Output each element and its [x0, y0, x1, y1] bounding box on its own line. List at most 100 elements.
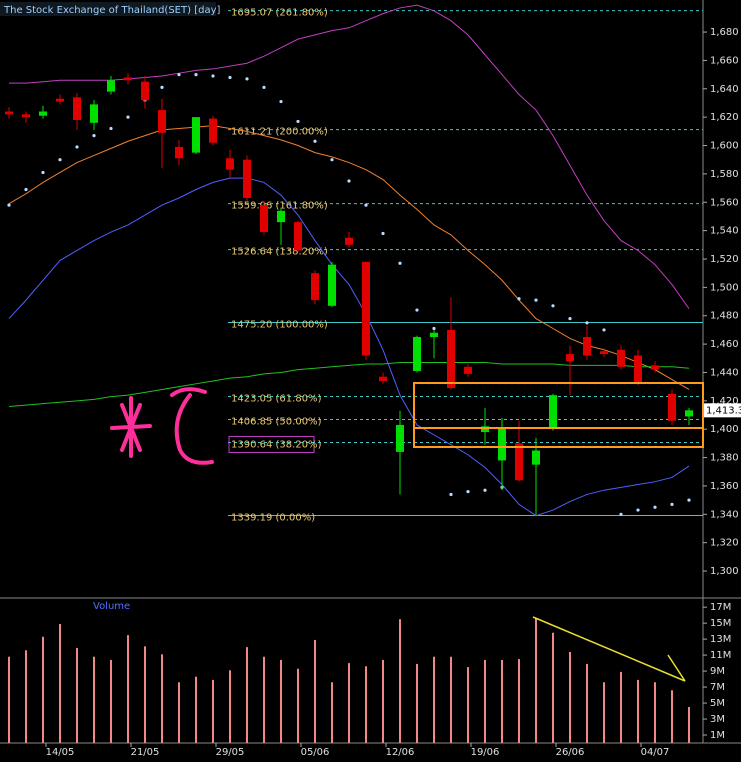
sar-dot	[75, 145, 79, 149]
volume-bar	[518, 659, 520, 743]
sar-dot	[41, 170, 45, 175]
candle-body	[685, 410, 693, 417]
y-tick-label: 1,500	[710, 282, 739, 293]
volume-trendline	[532, 616, 686, 682]
candle-body	[158, 110, 166, 133]
volume-bar	[93, 656, 95, 743]
volume-bar	[484, 659, 486, 743]
volume-bar	[246, 647, 248, 743]
fib-label-box	[228, 435, 315, 453]
sar-dot	[364, 203, 368, 207]
y-tick-label: 1,440	[710, 367, 739, 378]
candle-body	[498, 427, 506, 461]
y-tick-label: 1,620	[710, 112, 739, 123]
sar-dot	[381, 231, 385, 236]
sar-dot	[670, 502, 674, 506]
x-tick-label: 14/05	[46, 747, 75, 758]
volume-bar	[195, 676, 197, 743]
indicator-line	[8, 177, 690, 517]
volume-bar	[450, 656, 452, 743]
volume-bar	[229, 670, 231, 743]
x-tick-label: 05/06	[301, 747, 330, 758]
highlight-box	[413, 382, 704, 448]
title-box	[0, 2, 216, 16]
sar-dot	[228, 75, 232, 80]
volume-bar	[399, 619, 401, 743]
candle-body	[447, 329, 455, 389]
bracket-mark	[170, 387, 214, 465]
volume-bar	[348, 663, 350, 743]
candle-body	[5, 111, 13, 115]
candle-body	[634, 355, 642, 383]
candle-body	[515, 443, 523, 481]
volume-bar	[110, 659, 112, 743]
volume-bar	[535, 618, 537, 743]
sar-dot	[585, 321, 589, 325]
sar-dot	[347, 179, 351, 183]
x-tick-label: 21/05	[131, 747, 160, 758]
candle-body	[430, 332, 438, 338]
indicator-line	[9, 4, 690, 309]
volume-tick-label: 17M	[710, 602, 731, 613]
sar-dot	[398, 261, 402, 265]
y-tick-label: 1,660	[710, 55, 739, 66]
fib-label: 1406.85 (50.00%)	[231, 416, 322, 427]
sar-dot	[24, 187, 28, 192]
x-tick-label: 26/06	[556, 747, 585, 758]
last-price-label: 1,413.3	[706, 405, 741, 416]
candle-body	[566, 354, 574, 362]
plot-area: 1,300 1,320 1,340 1,360 1,380 1,400 1,420 1,440…	[5, 4, 741, 758]
indicator-line	[8, 125, 690, 390]
y-tick-label: 1,560	[710, 197, 739, 208]
sar-dot	[245, 77, 249, 81]
candle-body	[617, 349, 625, 367]
volume-tick-label: 7M	[710, 682, 725, 693]
volume-bar	[8, 656, 10, 743]
candle-body	[175, 146, 183, 159]
volume-bar	[212, 679, 214, 743]
fib-label: 1339.19 (0.00%)	[231, 512, 315, 523]
candle-body	[260, 205, 268, 233]
candle-body	[549, 395, 557, 428]
fib-label: 1611.21 (200.00%)	[231, 127, 328, 138]
y-tick-label: 1,640	[710, 84, 739, 95]
volume-bar	[127, 635, 129, 743]
candle-body	[345, 237, 353, 245]
fib-label: 1559.06 (161.80%)	[231, 201, 328, 212]
y-tick-label: 1,320	[710, 538, 739, 549]
volume-bar	[552, 632, 554, 743]
indicator-line	[8, 362, 690, 408]
y-tick-label: 1,600	[710, 141, 739, 152]
candle-body	[413, 337, 421, 372]
candle-body	[583, 337, 591, 356]
candle-body	[124, 77, 132, 81]
sar-dot	[432, 326, 436, 331]
y-tick-label: 1,400	[710, 424, 739, 435]
volume-bar	[297, 668, 299, 743]
sar-dot	[262, 85, 266, 89]
candle-body	[328, 264, 336, 306]
volume-bar	[671, 690, 673, 743]
fib-label: 1475.20 (100.00%)	[231, 320, 328, 331]
sar-dot	[211, 74, 215, 78]
sar-dot	[517, 297, 521, 301]
sar-dot	[483, 488, 487, 492]
volume-bar	[365, 666, 367, 743]
sar-dot	[7, 203, 11, 207]
volume-bar	[144, 646, 146, 743]
candle-body	[532, 450, 540, 465]
volume-bar	[654, 682, 656, 743]
sar-dot	[58, 158, 62, 162]
candle-body	[481, 426, 489, 433]
candle-body	[379, 376, 387, 381]
candle-body	[277, 210, 285, 223]
candle-body	[651, 365, 659, 370]
y-tick-label: 1,380	[710, 453, 739, 464]
volume-bar	[688, 707, 690, 743]
volume-trendline	[667, 654, 686, 682]
candle-body	[192, 117, 200, 153]
volume-bar	[25, 650, 27, 743]
x-tick-label: 29/05	[216, 747, 245, 758]
candle-body	[311, 273, 319, 301]
